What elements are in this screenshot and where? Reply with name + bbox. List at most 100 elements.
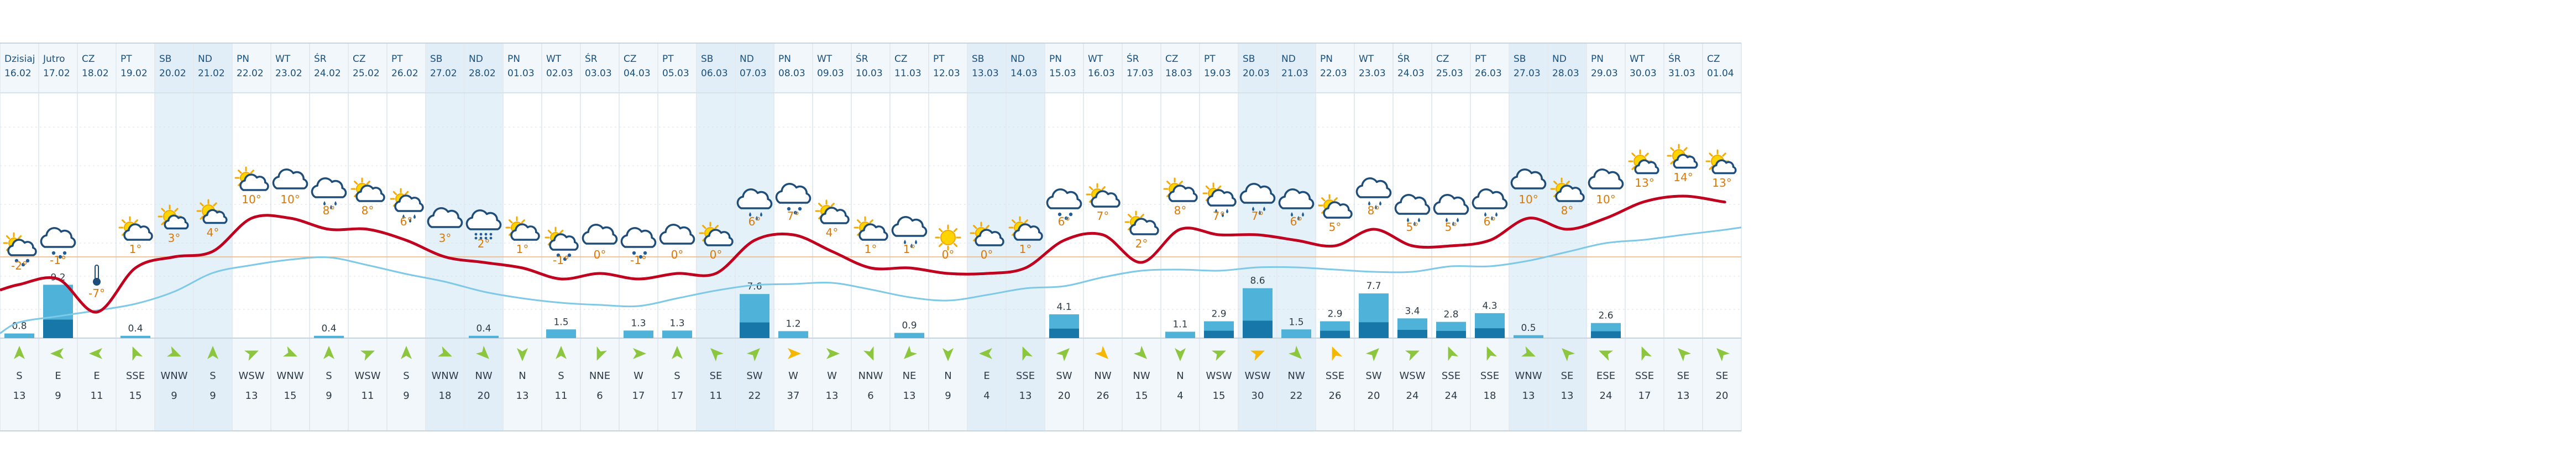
day-date: 03.03 bbox=[585, 68, 612, 79]
sun-ray bbox=[818, 203, 823, 207]
wind-speed: 13 bbox=[13, 390, 26, 402]
weather-icon-cloud-snow bbox=[40, 227, 76, 259]
weather-icon-partly-cloudy bbox=[1124, 210, 1159, 235]
wind-arrow-icon bbox=[1641, 346, 1652, 361]
wind-direction: WNW bbox=[431, 370, 458, 382]
wind-arrow-shape bbox=[166, 346, 181, 357]
weather-icon-partly-cloudy-rain bbox=[390, 188, 424, 223]
cloud-shape bbox=[1207, 189, 1237, 207]
wind-speed: 15 bbox=[284, 390, 297, 402]
temp-label: -1° bbox=[50, 254, 66, 267]
sun-ray bbox=[1140, 214, 1144, 218]
wind-direction: SE bbox=[1561, 370, 1574, 382]
day-date: 26.03 bbox=[1475, 68, 1502, 79]
weather-icon-cloud-rain bbox=[891, 216, 928, 248]
day-date: 23.03 bbox=[1359, 68, 1386, 79]
wind-arrow-icon bbox=[746, 348, 760, 362]
day-date: 07.03 bbox=[740, 68, 767, 79]
wind-arrow-shape bbox=[556, 346, 567, 359]
precip-bar bbox=[1514, 335, 1543, 338]
day-name: SB bbox=[159, 54, 171, 65]
day-name: SB bbox=[701, 54, 713, 65]
sun-ray bbox=[134, 219, 138, 224]
temp-label: 7° bbox=[1213, 209, 1226, 223]
sun-ray bbox=[547, 229, 552, 234]
day-name: PN bbox=[507, 54, 520, 65]
temp-label: 5° bbox=[1406, 220, 1419, 234]
day-date: 22.02 bbox=[237, 68, 264, 79]
wind-speed: 11 bbox=[91, 390, 103, 402]
day-name: CZ bbox=[82, 54, 95, 65]
day-date: 01.03 bbox=[507, 68, 535, 79]
wind-speed: 9 bbox=[210, 390, 216, 402]
temp-label: 0° bbox=[594, 248, 606, 261]
wind-arrow-icon bbox=[207, 346, 218, 359]
weekend-shade bbox=[1277, 93, 1316, 338]
snow-flake bbox=[798, 207, 802, 211]
wind-arrow-shape bbox=[1250, 350, 1265, 361]
wind-arrow-shape bbox=[89, 348, 102, 359]
sun-ray bbox=[1179, 181, 1183, 185]
wind-speed: 13 bbox=[245, 390, 258, 402]
snow-flake bbox=[14, 259, 19, 263]
wind-speed: 9 bbox=[171, 390, 177, 402]
wind-speed: 17 bbox=[671, 390, 684, 402]
rain-drop bbox=[330, 205, 332, 209]
precip-bar-dark bbox=[1436, 331, 1466, 338]
day-date: 09.03 bbox=[817, 68, 844, 79]
wind-arrow-shape bbox=[746, 348, 760, 362]
sun-ray bbox=[250, 170, 254, 174]
rain-drop bbox=[1297, 216, 1300, 220]
wind-arrow-shape bbox=[50, 348, 64, 359]
wind-arrow-shape bbox=[943, 348, 954, 361]
snow-flake bbox=[643, 251, 647, 255]
weather-icon-sunny-cloud bbox=[1705, 149, 1737, 175]
temp-label: 3° bbox=[168, 231, 181, 245]
precip-bar-dark bbox=[740, 322, 769, 338]
cloud-shape bbox=[858, 223, 888, 241]
rain-drop bbox=[1452, 222, 1454, 226]
cloud-shape bbox=[736, 188, 773, 209]
wind-direction: W bbox=[827, 370, 837, 382]
wind-arrow-shape bbox=[282, 346, 297, 357]
sun-ray bbox=[857, 219, 861, 224]
day-date: 31.03 bbox=[1668, 68, 1695, 79]
rain-drop bbox=[1215, 209, 1217, 213]
rain-drop bbox=[1457, 218, 1459, 222]
precip-value: 7.6 bbox=[747, 281, 762, 292]
wind-arrow-shape bbox=[360, 350, 375, 361]
day-date: 24.03 bbox=[1397, 68, 1425, 79]
day-name: ND bbox=[1281, 54, 1296, 65]
weather-icon-cloudy bbox=[1588, 168, 1624, 189]
temp-label: 1° bbox=[865, 243, 877, 256]
wind-arrow-icon bbox=[1716, 348, 1730, 362]
day-name: ŚR bbox=[585, 52, 598, 65]
temp-label: 6° bbox=[748, 215, 761, 228]
day-date: 16.03 bbox=[1088, 68, 1115, 79]
wind-arrow-icon bbox=[556, 346, 567, 359]
sun-ray bbox=[1645, 152, 1649, 157]
day-date: 06.03 bbox=[701, 68, 728, 79]
wind-arrow-shape bbox=[323, 346, 334, 359]
wind-direction: S bbox=[16, 370, 22, 382]
rain-drop bbox=[1226, 209, 1228, 213]
wind-arrow-icon bbox=[1211, 350, 1226, 361]
weekend-header-shade bbox=[1238, 43, 1277, 93]
cloud-shape bbox=[202, 209, 228, 224]
wind-arrow-shape bbox=[826, 348, 840, 359]
weather-icon-sunny-cloud bbox=[158, 204, 189, 230]
day-name: CZ bbox=[353, 54, 366, 65]
wind-speed: 15 bbox=[129, 390, 142, 402]
rain-drop bbox=[1302, 212, 1304, 217]
snow-flake bbox=[484, 233, 488, 236]
temp-label: 5° bbox=[1445, 220, 1458, 234]
temp-label: 10° bbox=[1519, 193, 1538, 206]
wind-arrow-icon bbox=[1599, 350, 1614, 361]
day-name: ŚR bbox=[314, 52, 327, 65]
temp-label: 0° bbox=[671, 248, 684, 261]
day-name: WT bbox=[1359, 54, 1374, 65]
rain-drop bbox=[1495, 212, 1498, 217]
header-band bbox=[0, 43, 1741, 93]
wind-direction: E bbox=[55, 370, 61, 382]
sun-ray bbox=[122, 219, 126, 224]
